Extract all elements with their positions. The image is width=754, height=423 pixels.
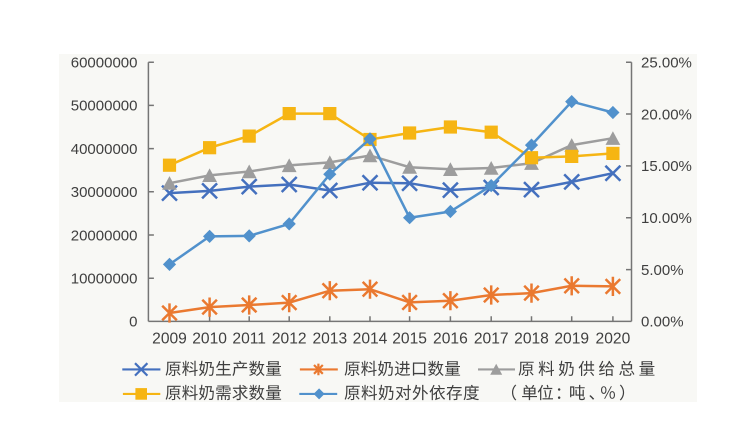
svg-text:2018: 2018 <box>514 331 549 348</box>
svg-text:2009: 2009 <box>152 331 187 348</box>
svg-text:20000000: 20000000 <box>71 227 138 244</box>
svg-text:2019: 2019 <box>554 331 589 348</box>
svg-text:2013: 2013 <box>312 331 347 348</box>
svg-text:30000000: 30000000 <box>71 184 138 201</box>
svg-text:15.00%: 15.00% <box>641 158 692 175</box>
svg-text:60000000: 60000000 <box>71 55 138 72</box>
svg-text:2012: 2012 <box>272 331 307 348</box>
svg-text:2016: 2016 <box>433 331 468 348</box>
svg-text:25.00%: 25.00% <box>641 55 692 72</box>
svg-text:2014: 2014 <box>353 331 388 348</box>
svg-text:40000000: 40000000 <box>71 141 138 158</box>
svg-text:50000000: 50000000 <box>71 98 138 115</box>
svg-text:10000000: 10000000 <box>71 271 138 288</box>
svg-text:2011: 2011 <box>232 331 266 348</box>
svg-text:2015: 2015 <box>392 331 427 348</box>
svg-text:5.00%: 5.00% <box>641 262 684 279</box>
svg-text:2017: 2017 <box>474 331 509 348</box>
svg-text:2020: 2020 <box>596 331 631 348</box>
svg-text:20.00%: 20.00% <box>641 106 692 123</box>
svg-text:2010: 2010 <box>192 331 227 348</box>
svg-text:0.00%: 0.00% <box>641 314 684 331</box>
svg-text:0: 0 <box>129 314 137 331</box>
svg-text:10.00%: 10.00% <box>641 210 692 227</box>
